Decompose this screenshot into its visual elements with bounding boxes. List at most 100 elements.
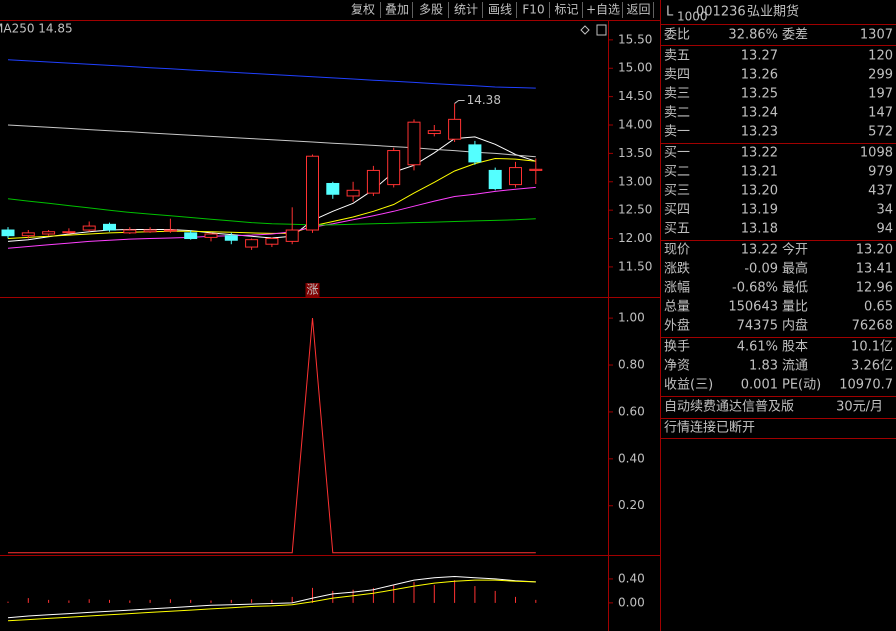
moving-average bbox=[7, 157, 536, 239]
window-icon[interactable] bbox=[596, 24, 607, 36]
book-price: 13.21 bbox=[741, 165, 778, 180]
toolbar-button[interactable]: 复权 bbox=[351, 3, 375, 17]
candle-body bbox=[407, 121, 421, 166]
candle-body bbox=[245, 239, 259, 248]
high-pointer bbox=[454, 99, 465, 104]
candle-body bbox=[306, 155, 319, 231]
y-tick-label: 0.80 bbox=[618, 358, 645, 372]
book-volume: 572 bbox=[868, 125, 893, 140]
quote-value: 0.65 bbox=[864, 300, 893, 315]
candle-body bbox=[529, 168, 543, 171]
quote-value: 13.22 bbox=[741, 243, 778, 258]
y-tick-label: 13.00 bbox=[618, 174, 652, 188]
candle-body bbox=[265, 238, 279, 245]
ticker-name: 弘业期货 bbox=[747, 4, 799, 20]
y-tick-label: 11.50 bbox=[618, 259, 652, 273]
toolbar-button[interactable]: 多股 bbox=[419, 3, 443, 17]
y-tick-label: 0.40 bbox=[618, 451, 645, 465]
y-tick-label: 13.50 bbox=[618, 146, 652, 160]
quote-label: 委比 bbox=[664, 28, 690, 43]
book-label: 买二 bbox=[664, 165, 690, 180]
quote-value: 10.1亿 bbox=[851, 340, 893, 355]
book-volume: 120 bbox=[868, 49, 893, 64]
book-label: 卖四 bbox=[664, 68, 690, 83]
book-price: 13.18 bbox=[741, 222, 778, 237]
quote-label: 最低 bbox=[782, 281, 808, 296]
y-tick-label: 1.00 bbox=[618, 311, 645, 325]
candle-body bbox=[366, 169, 380, 194]
toolbar-button[interactable]: F10 bbox=[522, 3, 544, 17]
signal-line bbox=[8, 318, 536, 554]
toolbar-button[interactable]: 叠加 bbox=[385, 3, 409, 17]
y-tick-label: 14.00 bbox=[618, 118, 652, 132]
quote-value: 3.26亿 bbox=[851, 359, 893, 374]
toolbar-button[interactable]: 返回 bbox=[626, 3, 650, 17]
candle-body bbox=[427, 130, 441, 135]
moving-average bbox=[7, 124, 536, 158]
high-label: 14.38 bbox=[467, 93, 501, 107]
connection-status: 行情连接已断开 bbox=[664, 420, 755, 436]
book-price: 13.26 bbox=[741, 68, 778, 83]
quote-label: 换手 bbox=[664, 340, 690, 355]
toolbar-button[interactable]: +自选 bbox=[586, 3, 620, 17]
quote-label: 流通 bbox=[782, 359, 808, 374]
book-label: 卖五 bbox=[664, 49, 690, 64]
quote-value: -0.09 bbox=[744, 262, 778, 277]
moving-average bbox=[7, 59, 536, 89]
quote-value: 0.001 bbox=[741, 378, 778, 393]
quote-label: 现价 bbox=[664, 243, 690, 258]
candle-body bbox=[509, 167, 522, 186]
quote-label: 涨跌 bbox=[664, 261, 690, 277]
candle-body bbox=[387, 150, 401, 186]
quote-label: 股本 bbox=[782, 340, 808, 355]
book-price: 13.24 bbox=[741, 106, 778, 121]
book-label: 买五 bbox=[664, 222, 690, 237]
candle-body bbox=[204, 233, 218, 238]
candle-body bbox=[163, 229, 177, 232]
book-volume: 34 bbox=[876, 203, 893, 218]
ticker-prefix: L bbox=[666, 5, 674, 20]
ad-text: 自动续费通达信普及版 bbox=[664, 400, 794, 415]
toolbar-button[interactable]: 统计 bbox=[454, 3, 478, 17]
toolbar-button[interactable]: 画线 bbox=[488, 3, 512, 17]
book-price: 13.22 bbox=[741, 146, 778, 161]
y-tick-label: 15.50 bbox=[618, 32, 652, 46]
quote-value: 74375 bbox=[737, 319, 778, 334]
book-volume: 1098 bbox=[860, 146, 893, 161]
y-tick-label: 14.50 bbox=[618, 89, 652, 103]
y-tick-label: 0.00 bbox=[618, 595, 645, 609]
quote-label: 量比 bbox=[782, 300, 808, 315]
y-tick-label: 0.60 bbox=[618, 404, 645, 418]
quote-label: 今开 bbox=[782, 242, 808, 258]
quote-value: 1.83 bbox=[749, 359, 778, 374]
book-label: 买三 bbox=[664, 184, 690, 199]
book-price: 13.20 bbox=[741, 184, 778, 199]
diamond-icon[interactable] bbox=[580, 25, 590, 35]
signal-label: 涨 bbox=[306, 282, 318, 297]
candle-body bbox=[488, 169, 502, 190]
y-tick-label: 12.50 bbox=[618, 203, 652, 217]
quote-label: 内盘 bbox=[782, 318, 808, 334]
book-volume: 94 bbox=[876, 222, 893, 237]
quote-value: 10970.7 bbox=[839, 378, 893, 393]
candle-body bbox=[103, 223, 116, 231]
quote-value: 1307 bbox=[860, 28, 893, 43]
book-label: 买四 bbox=[664, 203, 690, 218]
moving-average bbox=[7, 186, 536, 249]
ticker-sub: 1000 bbox=[677, 10, 708, 24]
candle-body bbox=[326, 182, 340, 195]
toolbar-button[interactable]: 标记 bbox=[554, 3, 578, 17]
quote-value: 12.96 bbox=[856, 281, 893, 296]
candle-body bbox=[143, 229, 157, 233]
quote-value: -0.68% bbox=[732, 281, 778, 296]
book-label: 卖一 bbox=[664, 125, 690, 140]
quote-label: 委差 bbox=[782, 28, 808, 43]
candle-body bbox=[1, 229, 15, 237]
quote-value: 76268 bbox=[852, 319, 893, 334]
y-tick-label: 12.00 bbox=[618, 231, 652, 245]
signal-box bbox=[305, 283, 320, 297]
quote-value: 13.20 bbox=[856, 243, 893, 258]
candle-body bbox=[42, 231, 56, 235]
